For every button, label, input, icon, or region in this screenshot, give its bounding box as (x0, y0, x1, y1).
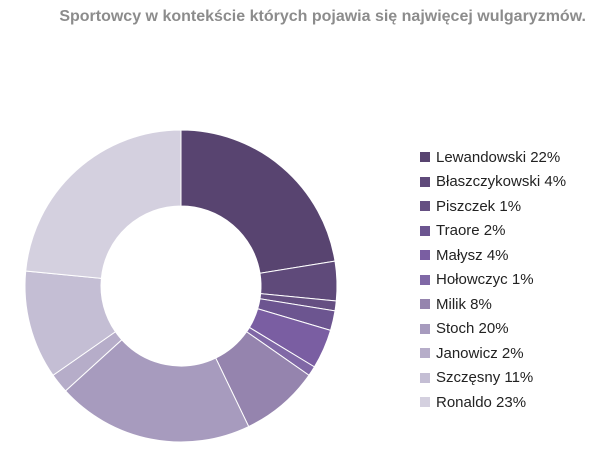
legend-swatch (420, 274, 430, 285)
donut-slice-10 (25, 129, 182, 279)
legend-label: Błaszczykowski 4% (436, 173, 567, 191)
legend-label: Szczęsny 11% (436, 369, 534, 387)
donut-slice-7 (64, 339, 250, 443)
legend-swatch (420, 348, 430, 359)
legend-item-1: Błaszczykowski 4% (420, 170, 566, 195)
legend-label: Hołowczyc 1% (436, 271, 534, 289)
legend-label: Stoch 20% (436, 320, 509, 338)
legend-label: Małysz 4% (436, 246, 509, 264)
legend-swatch (420, 372, 430, 383)
legend-label: Ronaldo 23% (436, 393, 527, 411)
legend-label: Traore 2% (436, 222, 506, 240)
legend-item-4: Małysz 4% (420, 243, 566, 268)
legend-item-2: Piszczek 1% (420, 194, 566, 219)
legend-swatch (420, 176, 430, 187)
legend-swatch (420, 299, 430, 310)
legend-label: Milik 8% (436, 295, 492, 313)
chart-legend: Lewandowski 22% Błaszczykowski 4% Piszczek… (420, 145, 566, 415)
legend-item-0: Lewandowski 22% (420, 145, 566, 170)
donut-chart (24, 129, 338, 443)
legend-item-10: Ronaldo 23% (420, 390, 566, 415)
legend-item-5: Hołowczyc 1% (420, 268, 566, 293)
legend-label: Lewandowski 22% (436, 148, 561, 166)
legend-item-9: Szczęsny 11% (420, 366, 566, 391)
donut-slice-0 (180, 129, 336, 274)
legend-swatch (420, 250, 430, 261)
legend-swatch (420, 152, 430, 163)
legend-label: Janowicz 2% (436, 344, 524, 362)
legend-swatch (420, 225, 430, 236)
legend-swatch (420, 323, 430, 334)
legend-label: Piszczek 1% (436, 197, 522, 215)
legend-item-6: Milik 8% (420, 292, 566, 317)
legend-swatch (420, 397, 430, 408)
legend-item-3: Traore 2% (420, 219, 566, 244)
legend-swatch (420, 201, 430, 212)
legend-item-8: Janowicz 2% (420, 341, 566, 366)
legend-item-7: Stoch 20% (420, 317, 566, 342)
chart-title: Sportowcy w kontekście których pojawia s… (59, 8, 586, 25)
